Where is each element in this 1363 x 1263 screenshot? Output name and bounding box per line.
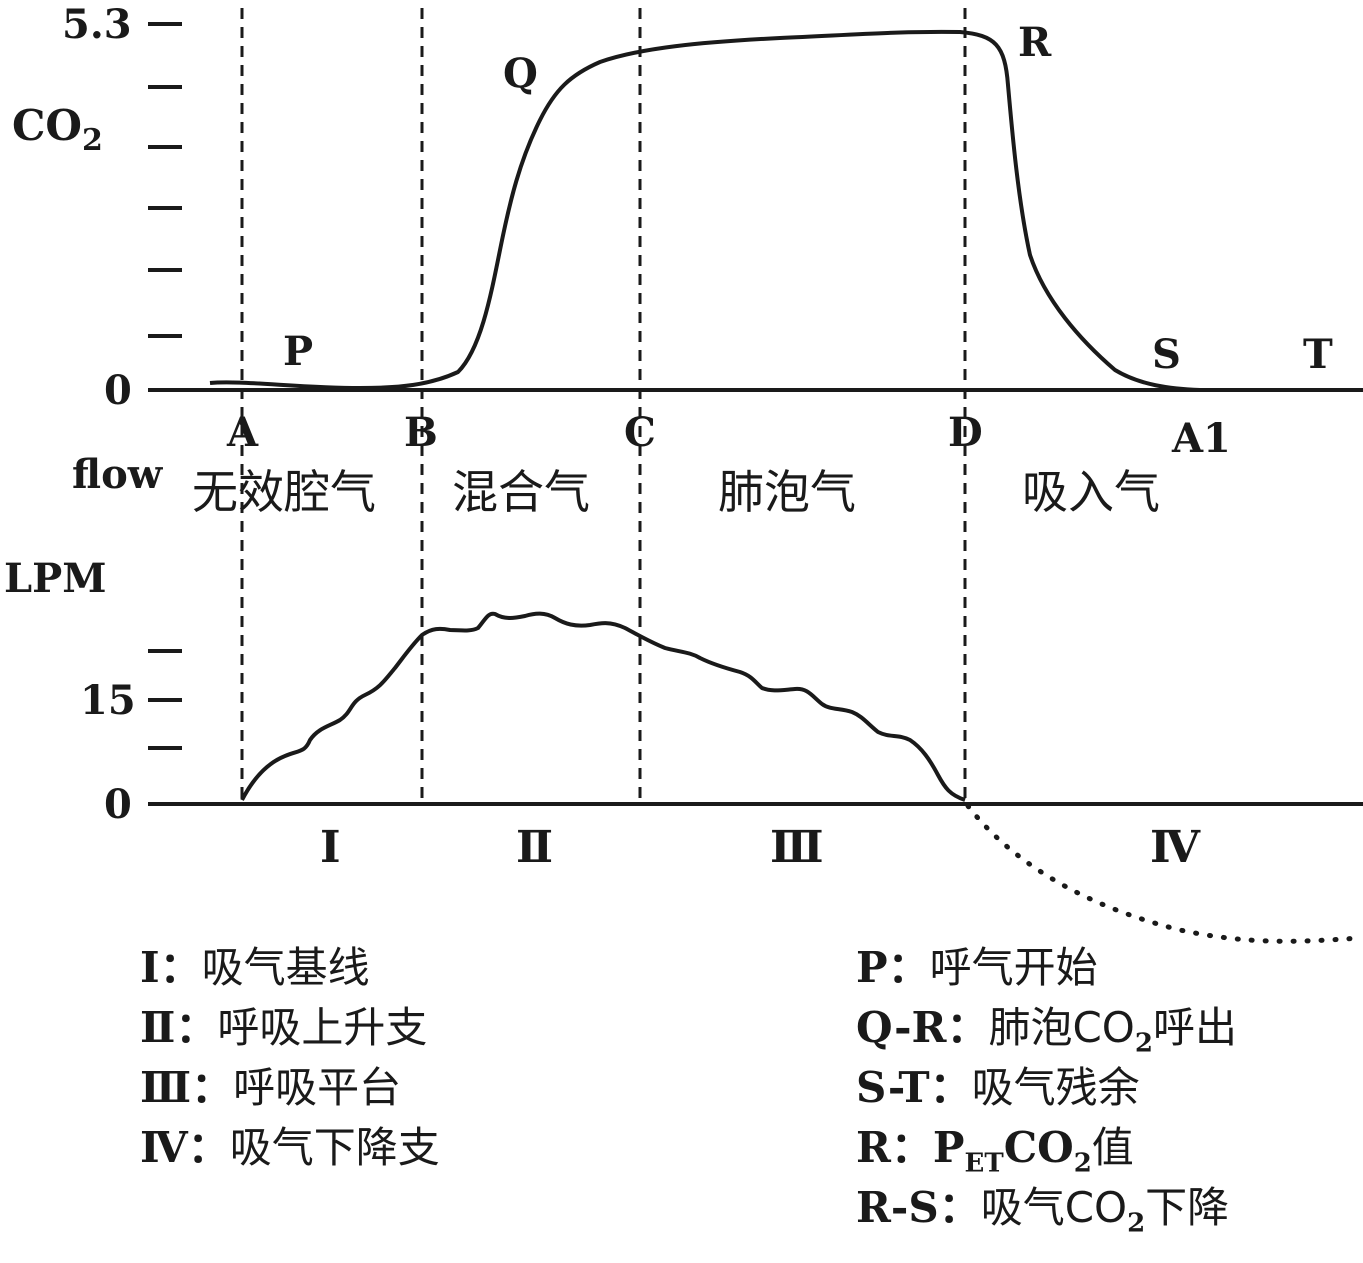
legend-subscript: 2 [1127, 1208, 1146, 1239]
legend-text: 值 [1091, 1123, 1134, 1172]
y-max-label: 5.3 [62, 1, 132, 48]
point-label-p: P [283, 328, 313, 375]
legend-subscript: ET [964, 1148, 1004, 1179]
legend-item-phase-4: Ⅳ：吸气下降支 [140, 1123, 440, 1172]
zone-label-inspired: 吸入气 [1022, 465, 1160, 519]
flow-curve [240, 611, 966, 802]
phase-label-3: Ⅲ [770, 822, 824, 873]
inspiration-dotted-curve [965, 803, 1363, 944]
legend-phases: Ⅰ：吸气基线 Ⅱ：呼吸上升支 Ⅲ：呼吸平台 Ⅳ：吸气下降支 [140, 938, 440, 1178]
point-label-r: R [1018, 19, 1052, 66]
phase-label-2: Ⅱ [516, 822, 553, 873]
flow-axis-label: flow [72, 451, 164, 498]
legend-text: 吸气下降支 [229, 1123, 440, 1172]
legend-points: P：呼气开始 Q-R：肺泡CO2呼出 S-T：吸气残余 R：PETCO2值 R-… [856, 938, 1237, 1238]
legend-key: Ⅳ [140, 1123, 188, 1172]
co2-axis-label-sub: 2 [82, 123, 103, 158]
phase-label-4: Ⅳ [1150, 822, 1201, 873]
boundary-label-a1: A1 [1171, 415, 1231, 462]
point-label-q: Q [503, 50, 538, 97]
legend-key: Ⅰ [140, 943, 160, 992]
legend-item-s-t: S-T：吸气残余 [856, 1063, 1140, 1112]
legend-key: Ⅱ [140, 1003, 176, 1052]
y-mid-label: 15 [80, 677, 136, 724]
legend-subscript: 2 [1134, 1028, 1153, 1059]
legend-text: 吸气残余 [971, 1063, 1140, 1112]
legend-key: Ⅲ [140, 1063, 192, 1112]
top-plot: 5.3 0 CO2 P Q R S T A B C D A1 无效腔气 混合气 … [12, 1, 1363, 519]
legend-item-r: R：PETCO2值 [856, 1123, 1134, 1179]
co2-axis-label: CO2 [12, 101, 103, 158]
legend-item-phase-1: Ⅰ：吸气基线 [140, 943, 370, 992]
point-label-t: T [1303, 331, 1333, 378]
legend-text: 肺泡CO [988, 1003, 1135, 1052]
top-y-ticks [148, 22, 182, 338]
legend-key: S-T [856, 1063, 930, 1112]
bottom-y-ticks [148, 649, 182, 750]
legend-item-phase-3: Ⅲ：呼吸平台 [140, 1063, 402, 1112]
phase-boundary-lines [240, 8, 967, 800]
zone-label-mixed: 混合气 [452, 465, 590, 519]
zone-label-dead-space: 无效腔气 [192, 465, 376, 519]
legend-item-r-s: R-S：吸气CO2下降 [856, 1183, 1230, 1239]
point-label-s: S [1152, 331, 1181, 378]
legend-key: R [856, 1123, 891, 1172]
legend-item-q-r: Q-R：肺泡CO2呼出 [856, 1003, 1237, 1059]
legend-item-phase-2: Ⅱ：呼吸上升支 [140, 1003, 428, 1052]
legend-text: P [932, 1123, 965, 1172]
legend-item-p: P：呼气开始 [856, 943, 1098, 992]
legend-text: 呼吸平台 [233, 1063, 402, 1112]
zone-label-alveolar: 肺泡气 [718, 465, 856, 519]
co2-axis-label-main: CO [12, 101, 82, 150]
lpm-axis-label: LPM [4, 555, 106, 602]
legend-text: 呼气开始 [929, 943, 1098, 992]
legend-text: 吸气基线 [201, 943, 370, 992]
legend-text: 呼出 [1152, 1003, 1237, 1052]
legend-text: 吸气CO [980, 1183, 1128, 1232]
legend-text: 呼吸上升支 [217, 1003, 428, 1052]
bottom-y-zero-label: 0 [104, 781, 132, 828]
top-y-zero-label: 0 [104, 367, 132, 414]
legend-key: R-S [856, 1183, 939, 1232]
co2-curve [209, 29, 1201, 392]
legend-text: 下降 [1145, 1183, 1230, 1232]
legend-subscript: 2 [1073, 1148, 1092, 1179]
legend-key: P [856, 943, 888, 992]
bottom-plot: flow LPM 15 0 Ⅰ Ⅱ Ⅲ Ⅳ [4, 451, 1363, 944]
legend-text: CO [1003, 1123, 1074, 1172]
legend-key: Q-R [856, 1003, 947, 1052]
phase-label-1: Ⅰ [320, 822, 341, 873]
